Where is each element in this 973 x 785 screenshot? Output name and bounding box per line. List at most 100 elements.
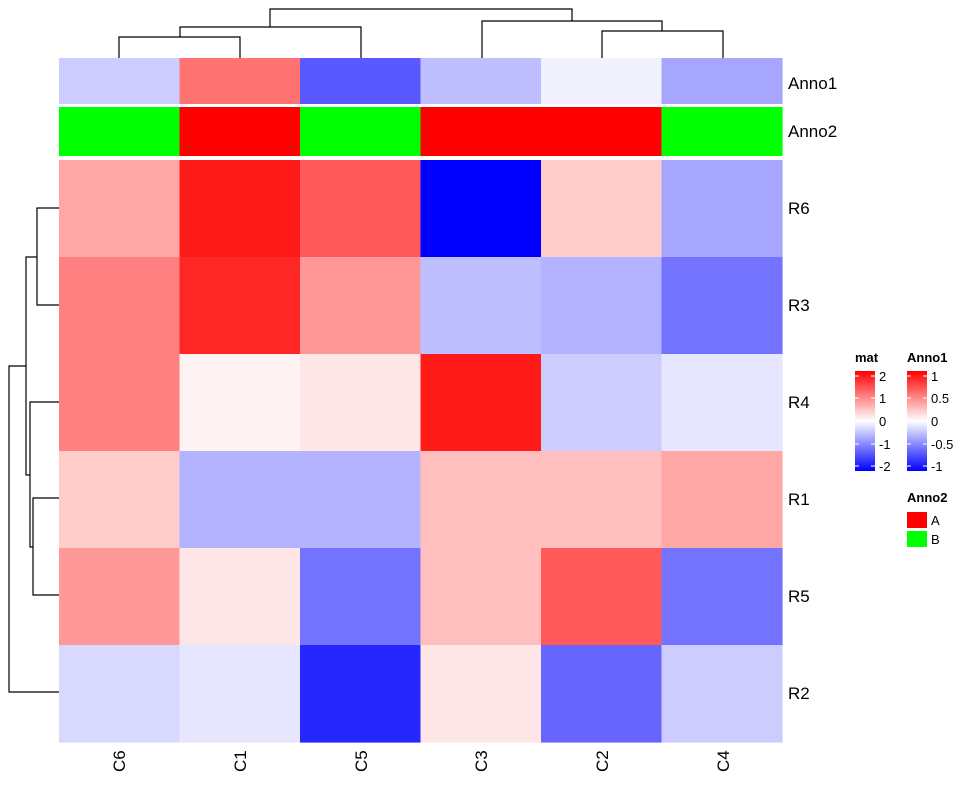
legend-anno2-label: B bbox=[931, 532, 940, 547]
heatmap-cell bbox=[420, 160, 542, 258]
legend-anno1-title: Anno1 bbox=[907, 350, 947, 365]
column-dendrogram-branch bbox=[481, 20, 663, 58]
row-label: R4 bbox=[788, 393, 810, 412]
anno1-cell bbox=[300, 58, 422, 104]
anno2-cell bbox=[300, 107, 422, 156]
legend-mat-colorbar bbox=[855, 371, 875, 471]
column-labels: C6 C1 C5 C3 C2 C4 bbox=[110, 750, 733, 772]
heatmap-cell bbox=[661, 354, 783, 452]
column-dendrogram-branch bbox=[179, 26, 362, 58]
heatmap-cell bbox=[420, 451, 542, 549]
heatmap-cell bbox=[59, 354, 181, 452]
heatmap-cell bbox=[420, 548, 542, 646]
annotation-label-anno2: Anno2 bbox=[788, 122, 837, 141]
heatmap-cell bbox=[300, 548, 422, 646]
column-label: C1 bbox=[231, 750, 250, 772]
legend-anno2-label: A bbox=[931, 513, 940, 528]
heatmap-cell bbox=[541, 160, 663, 258]
legend-anno1-tick: -0.5 bbox=[931, 437, 953, 452]
heatmap-cell bbox=[661, 645, 783, 743]
anno2-annotation-row bbox=[59, 107, 783, 156]
anno1-cell bbox=[541, 58, 663, 104]
row-dendrogram-branch bbox=[32, 497, 59, 596]
row-label: R5 bbox=[788, 587, 810, 606]
heatmap-cell bbox=[179, 160, 301, 258]
heatmap-cell bbox=[420, 257, 542, 355]
heatmap-cell bbox=[300, 160, 422, 258]
column-dendrogram-branch bbox=[601, 30, 724, 58]
heatmap-cell bbox=[541, 645, 663, 743]
anno2-cell bbox=[59, 107, 181, 156]
legend-mat-tick: 1 bbox=[879, 391, 886, 406]
anno2-cell bbox=[541, 107, 663, 156]
column-label: C4 bbox=[714, 750, 733, 772]
row-dendrogram-branch bbox=[36, 207, 59, 306]
heatmap-cell bbox=[300, 451, 422, 549]
column-dendrogram-branch bbox=[118, 36, 241, 58]
anno1-cell bbox=[661, 58, 783, 104]
column-label: C3 bbox=[472, 750, 491, 772]
heatmap-cell bbox=[59, 160, 181, 258]
row-label: R6 bbox=[788, 199, 810, 218]
legend-mat-tick: -2 bbox=[879, 459, 891, 474]
legend-anno1-tick: 0 bbox=[931, 414, 938, 429]
row-dendrogram bbox=[8, 207, 59, 693]
legend-anno2-title: Anno2 bbox=[907, 490, 947, 505]
heatmap-cell bbox=[661, 548, 783, 646]
heatmap-body bbox=[59, 160, 783, 743]
column-label: C2 bbox=[593, 750, 612, 772]
heatmap-cell bbox=[541, 257, 663, 355]
anno1-annotation-row bbox=[59, 58, 783, 104]
heatmap-cell bbox=[179, 354, 301, 452]
legend-anno1-colorbar bbox=[907, 371, 927, 471]
legend-mat-tick: 2 bbox=[879, 369, 886, 384]
heatmap-cell bbox=[661, 160, 783, 258]
column-dendrogram-branch bbox=[269, 8, 573, 27]
row-dendrogram-branch bbox=[8, 365, 59, 693]
heatmap-cell bbox=[179, 257, 301, 355]
heatmap-cell bbox=[661, 257, 783, 355]
legend-anno1: Anno1 1 0.5 0 -0.5 -1 bbox=[907, 350, 953, 474]
heatmap-cell bbox=[420, 354, 542, 452]
heatmap-cell bbox=[179, 645, 301, 743]
heatmap-cell bbox=[420, 645, 542, 743]
legend-anno2-swatch-a bbox=[907, 512, 927, 528]
heatmap-cell bbox=[300, 354, 422, 452]
legend-anno2: Anno2 A B bbox=[907, 490, 947, 547]
column-label: C6 bbox=[110, 750, 129, 772]
anno1-cell bbox=[179, 58, 301, 104]
heatmap-cell bbox=[661, 451, 783, 549]
anno2-cell bbox=[661, 107, 783, 156]
legend-mat-ticks bbox=[855, 375, 875, 467]
heatmap-cell bbox=[541, 354, 663, 452]
heatmap-cell bbox=[179, 548, 301, 646]
legend-anno1-tick: 1 bbox=[931, 369, 938, 384]
legend-anno1-tick: 0.5 bbox=[931, 391, 949, 406]
legend-mat: mat 2 1 0 -1 -2 bbox=[855, 350, 891, 474]
row-label: R2 bbox=[788, 684, 810, 703]
anno2-cell bbox=[420, 107, 542, 156]
heatmap-cell bbox=[179, 451, 301, 549]
heatmap-cell bbox=[300, 645, 422, 743]
anno1-cell bbox=[420, 58, 542, 104]
legend-anno1-ticks bbox=[907, 375, 927, 467]
heatmap-cell bbox=[59, 257, 181, 355]
annotation-label-anno1: Anno1 bbox=[788, 74, 837, 93]
legend-anno1-tick: -1 bbox=[931, 459, 943, 474]
row-dendrogram-branch bbox=[29, 401, 59, 548]
column-dendrogram bbox=[118, 8, 724, 58]
column-label: C5 bbox=[352, 750, 371, 772]
heatmap-cell bbox=[541, 548, 663, 646]
anno2-cell bbox=[179, 107, 301, 156]
legend-anno2-swatch-b bbox=[907, 531, 927, 547]
row-dendrogram-branch bbox=[25, 256, 37, 476]
row-label: R1 bbox=[788, 490, 810, 509]
anno1-cell bbox=[59, 58, 181, 104]
row-labels: Anno1 Anno2 R6 R3 R4 R1 R5 R2 bbox=[788, 74, 837, 703]
heatmap-cell bbox=[59, 548, 181, 646]
heatmap-cell bbox=[541, 451, 663, 549]
legend-mat-title: mat bbox=[855, 350, 879, 365]
legend-mat-tick: 0 bbox=[879, 414, 886, 429]
